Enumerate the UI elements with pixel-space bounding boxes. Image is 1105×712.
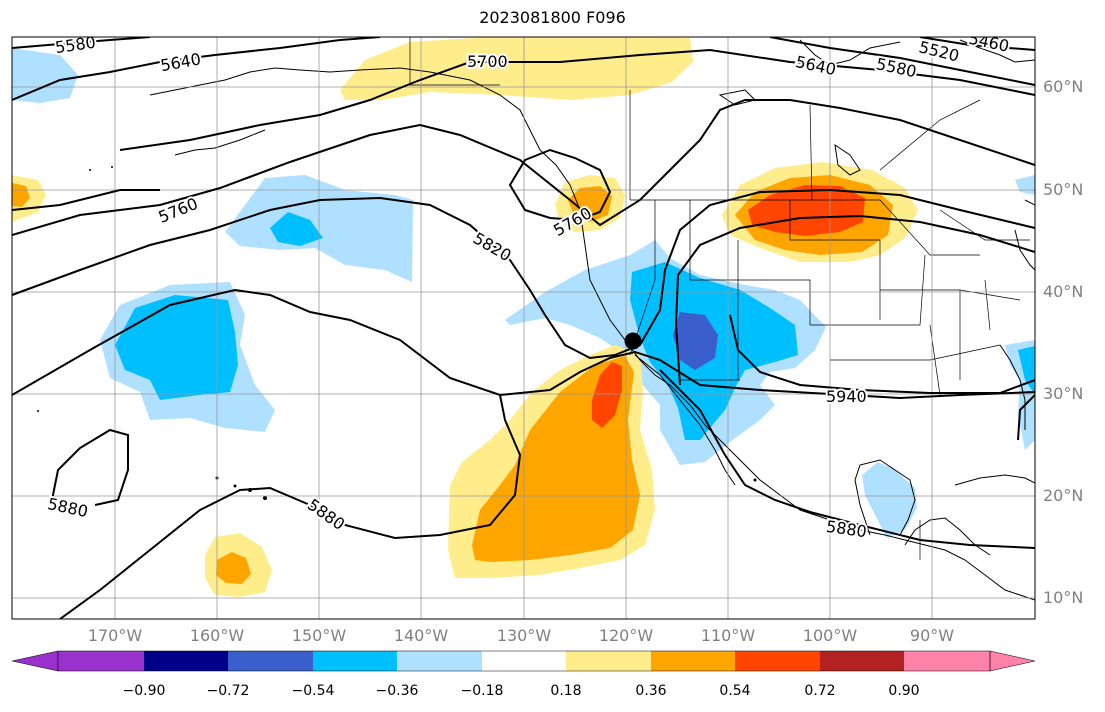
colorbar-segment [482,651,566,671]
lon-label: 170°W [87,626,143,645]
lat-label: 20°N [1043,486,1084,505]
contour-label: 5460 [967,29,1011,56]
colorbar-segment [566,651,651,671]
colorbar-segment [820,651,904,671]
lon-label: 140°W [393,626,449,645]
colorbar-tick-label: 0.36 [635,683,667,699]
colorbar-tick-label: 0.18 [550,683,582,699]
lon-label: 130°W [496,626,552,645]
colorbar-tick-label: −0.54 [291,683,335,699]
colorbar-extend-max [989,650,1036,672]
contour-label: 5820 [470,228,515,265]
colorbar-segment [397,651,482,671]
lon-label: 100°W [802,626,858,645]
lon-label: 150°W [291,626,347,645]
contour-label: 5580 [874,54,918,81]
contour-label: 5880 [304,495,348,534]
contour-label: 5940 [826,387,867,406]
colorbar-segment [735,651,820,671]
colorbar-tick-label: −0.90 [122,683,166,699]
lon-label: 160°W [189,626,245,645]
colorbar-segment [228,651,313,671]
colorbar-outline [57,650,991,672]
positive-anomaly-shading [12,37,918,597]
lat-label: 40°N [1043,282,1084,301]
coastlines [149,39,1035,601]
graticule [12,37,1035,619]
lat-label: 60°N [1043,77,1084,96]
colorbar [11,650,1036,672]
colorbar-segment [144,651,228,671]
map-frame [11,36,1036,620]
map-plot-area: 5580 5640 5700 5640 5580 5520 5460 5760 … [12,29,1035,619]
lat-label: 50°N [1043,180,1084,199]
lat-label: 10°N [1043,588,1084,607]
contour-label: 5880 [46,494,90,521]
height-contours [12,37,1035,619]
map-title: 2023081800 F096 [479,8,626,27]
colorbar-tick-label: 0.90 [888,683,920,699]
colorbar-tick-label: 0.54 [719,683,751,699]
contour-label: 5580 [54,33,97,57]
contour-label: 5640 [159,49,202,75]
colorbar-tick-label: −0.18 [460,683,504,699]
colorbar-segment [651,651,735,671]
colorbar-segment [904,651,990,671]
lon-label: 120°W [598,626,654,645]
colorbar-extend-min [11,650,59,672]
colorbar-tick-label: −0.36 [375,683,419,699]
lon-label: 110°W [700,626,756,645]
lon-label: 90°W [909,626,955,645]
lat-label: 30°N [1043,384,1084,403]
colorbar-segment [313,651,397,671]
colorbar-segment [58,651,144,671]
contour-label: 5640 [794,52,838,79]
colorbar-tick-label: 0.72 [804,683,836,699]
colorbar-tick-label: −0.72 [206,683,250,699]
state-boundaries [409,37,1030,560]
station-marker [624,332,642,350]
contour-label: 5700 [467,52,508,71]
contour-label: 5880 [825,517,868,541]
